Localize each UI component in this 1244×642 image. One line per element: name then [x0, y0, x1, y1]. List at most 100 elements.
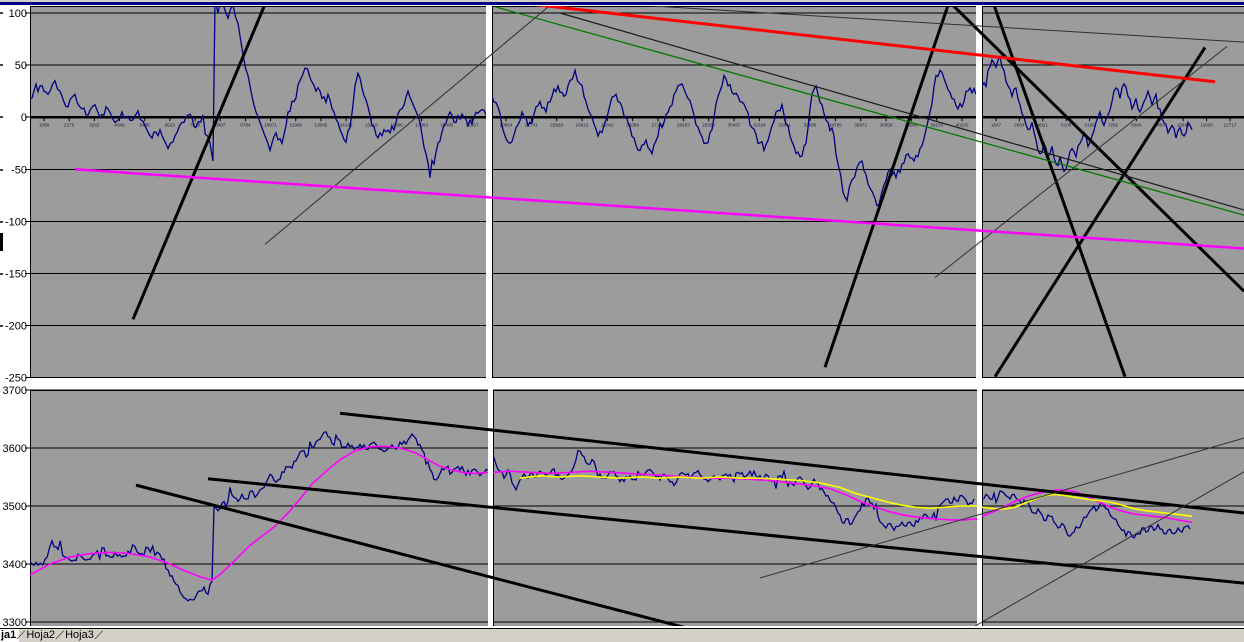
- svg-text:-150: -150: [5, 269, 27, 281]
- svg-text:1847: 1847: [991, 123, 1002, 128]
- trend-line-down-support-steep: [135, 483, 686, 626]
- gridlines: [25, 389, 1244, 623]
- svg-text:3600: 3600: [3, 443, 27, 455]
- svg-text:-100: -100: [5, 216, 27, 228]
- svg-text:5108: 5108: [1061, 123, 1072, 128]
- trend-line-thin-up-1: [759, 437, 1244, 579]
- trend-line-green-down: [494, 6, 1244, 216]
- charts-canvas[interactable]: 100 50 0 -50 -100 -150 -200 -250 1088 2175 3262 434…: [0, 0, 1244, 628]
- svg-text:4021: 4021: [1038, 123, 1049, 128]
- svg-text:36959: 36959: [880, 123, 893, 128]
- cropped-left-axis: [0, 12, 3, 327]
- svg-text:7610: 7610: [190, 123, 201, 128]
- trend-line-steep-support-left: [131, 6, 266, 320]
- trend-lines: [74, 6, 1244, 377]
- svg-text:27176: 27176: [652, 123, 665, 128]
- trend-line-red-resistance: [534, 6, 1216, 84]
- series-ma-magenta-left: [30, 445, 488, 582]
- svg-text:11630: 11630: [1200, 123, 1213, 128]
- y-axis-labels: 100 50 0 -50 -100 -150 -200 -250: [5, 8, 27, 385]
- svg-text:10543: 10543: [1177, 123, 1190, 128]
- trend-line-up-trend-right: [993, 46, 1207, 377]
- window-top-edge: [0, 0, 1244, 6]
- svg-text:1088: 1088: [39, 123, 50, 128]
- svg-text:3262: 3262: [89, 123, 100, 128]
- trend-line-down-channel-right-2: [992, 6, 1127, 377]
- svg-text:6195: 6195: [1084, 123, 1095, 128]
- svg-text:6523: 6523: [165, 123, 176, 128]
- svg-text:18480: 18480: [440, 123, 453, 128]
- svg-text:39133: 39133: [930, 123, 943, 128]
- svg-text:3300: 3300: [3, 617, 27, 628]
- series-ma-yellow-mid: [519, 474, 977, 510]
- svg-text:-250: -250: [5, 373, 27, 385]
- trend-line-down-resistance-1: [339, 411, 1244, 515]
- svg-text:9784: 9784: [240, 123, 251, 128]
- svg-text:33698: 33698: [804, 123, 817, 128]
- svg-text:34785: 34785: [829, 123, 842, 128]
- svg-text:11958: 11958: [290, 123, 303, 128]
- svg-text:-200: -200: [5, 321, 27, 333]
- svg-text:17393: 17393: [415, 123, 428, 128]
- series-oscillator-left: [30, 6, 486, 178]
- svg-text:16306: 16306: [390, 123, 403, 128]
- trend-line-steep-support-mid: [823, 6, 950, 368]
- svg-text:30437: 30437: [728, 123, 741, 128]
- svg-text:28263: 28263: [677, 123, 690, 128]
- svg-text:10871: 10871: [264, 123, 277, 128]
- plot-panel[interactable]: [30, 390, 488, 626]
- svg-text:29350: 29350: [702, 123, 715, 128]
- trend-line-down-resistance-2: [207, 477, 1244, 585]
- y-axis-labels: 3700 3600 3500 3400 3300: [3, 385, 27, 628]
- oscillator-chart[interactable]: 100 50 0 -50 -100 -150 -200 -250 1088 2175 3262 434…: [5, 0, 1244, 385]
- svg-text:3500: 3500: [3, 501, 27, 513]
- trend-line-thin-top: [644, 6, 1244, 43]
- trend-line-magenta-support: [74, 168, 1244, 250]
- svg-text:9456: 9456: [1155, 123, 1166, 128]
- trend-line-thin-down-mid: [559, 12, 1244, 211]
- series-price-left: [30, 431, 488, 602]
- svg-text:3400: 3400: [3, 559, 27, 571]
- svg-text:23915: 23915: [576, 123, 589, 128]
- svg-text:21741: 21741: [525, 123, 538, 128]
- trend-lines: [135, 411, 1244, 626]
- trend-line-down-channel-right-1: [951, 6, 1244, 293]
- svg-text:13045: 13045: [315, 123, 328, 128]
- svg-text:35872: 35872: [854, 123, 867, 128]
- svg-text:3700: 3700: [3, 385, 27, 397]
- series-price-right: [982, 490, 1191, 539]
- svg-text:4349: 4349: [114, 123, 125, 128]
- svg-text:2934: 2934: [1014, 123, 1025, 128]
- svg-text:38046: 38046: [905, 123, 918, 128]
- trend-line-thin-up-2: [974, 471, 1244, 626]
- svg-text:50: 50: [15, 60, 27, 72]
- svg-text:25002: 25002: [601, 123, 614, 128]
- svg-text:40220: 40220: [956, 123, 969, 128]
- sheet-tab-hoja1[interactable]: ja1: [0, 629, 20, 642]
- svg-text:32611: 32611: [778, 123, 791, 128]
- window-accent-line: [0, 2, 1244, 5]
- series-oscillator-mid: [492, 67, 976, 207]
- svg-text:22828: 22828: [550, 123, 563, 128]
- series-ma-magenta-right: [982, 488, 1193, 523]
- svg-text:31524: 31524: [753, 123, 766, 128]
- svg-text:2175: 2175: [64, 123, 75, 128]
- sheet-tab-hoja2[interactable]: Hoja2: [26, 629, 56, 641]
- svg-text:14132: 14132: [340, 123, 353, 128]
- svg-text:19567: 19567: [466, 123, 479, 128]
- svg-text:12717: 12717: [1224, 123, 1237, 128]
- svg-text:-50: -50: [11, 164, 27, 176]
- svg-text:100: 100: [9, 8, 27, 20]
- trend-line-thin-steep-left: [264, 6, 550, 245]
- svg-text:8369: 8369: [1131, 123, 1142, 128]
- sheet-tab-bar[interactable]: ja1 ∕ Hoja2 ∕ Hoja3 ∕: [0, 628, 1244, 642]
- plot-panel[interactable]: [493, 390, 977, 626]
- price-chart[interactable]: 3700 3600 3500 3400 3300: [3, 385, 1244, 628]
- series-ma-yellow-right: [982, 493, 1193, 518]
- svg-text:8697: 8697: [215, 123, 226, 128]
- svg-text:20654: 20654: [500, 123, 513, 128]
- sheet-tab-hoja3[interactable]: Hoja3: [65, 629, 94, 641]
- plot-panel[interactable]: [492, 6, 976, 377]
- series-price-mid: [493, 449, 975, 532]
